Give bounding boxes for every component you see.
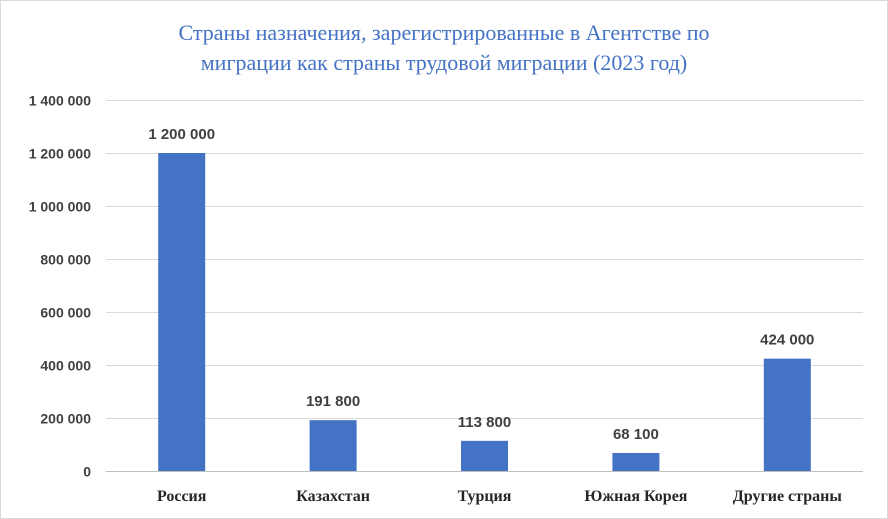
bar [309, 420, 357, 471]
bar [763, 358, 811, 471]
x-axis: Россия Казахстан Турция Южная Корея Другие с… [157, 488, 842, 505]
data-label: 113 800 [458, 414, 511, 431]
bar [158, 153, 206, 471]
y-axis: 0 200 000 400 000 600 000 800 000 1 000 000 1 … [29, 93, 92, 480]
gridlines [106, 100, 863, 472]
x-tick-label: Другие страны [733, 488, 843, 505]
y-tick-label: 800 000 [40, 252, 91, 268]
y-tick-label: 400 000 [40, 358, 91, 374]
y-tick-label: 1 000 000 [29, 199, 91, 215]
data-label: 68 100 [613, 426, 659, 443]
chart-title: Страны назначения, зарегистрированные в … [0, 18, 888, 78]
data-labels: 1 200 000 191 800 113 800 68 100 424 000 [148, 126, 814, 443]
chart-title-line-2: миграции как страны трудовой миграции (2… [200, 50, 688, 75]
x-tick-label: Россия [157, 488, 207, 505]
bars [158, 153, 811, 471]
data-label: 424 000 [760, 332, 814, 349]
y-tick-label: 200 000 [40, 411, 91, 427]
data-label: 1 200 000 [148, 126, 215, 143]
chart-title-line-1: Страны назначения, зарегистрированные в … [178, 20, 710, 45]
x-tick-label: Казахстан [296, 488, 370, 505]
y-tick-label: 600 000 [40, 305, 91, 321]
x-tick-label: Турция [458, 488, 512, 505]
bar [461, 440, 508, 471]
data-label: 191 800 [306, 393, 360, 410]
y-tick-label: 1 400 000 [29, 93, 91, 109]
y-tick-label: 0 [83, 464, 91, 480]
y-tick-label: 1 200 000 [29, 146, 91, 162]
x-tick-label: Южная Корея [584, 488, 687, 505]
bar [612, 452, 660, 471]
